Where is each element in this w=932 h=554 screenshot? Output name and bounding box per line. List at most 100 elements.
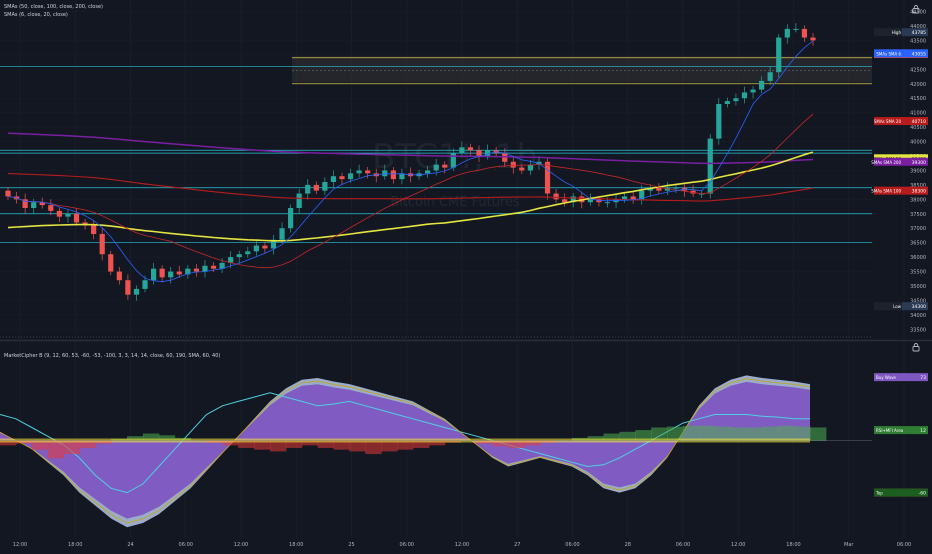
- wave-trend-area[interactable]: [0, 381, 810, 519]
- candle[interactable]: [168, 266, 174, 284]
- candle-body[interactable]: [202, 265, 208, 272]
- candle-body[interactable]: [519, 167, 525, 171]
- candle-body[interactable]: [245, 251, 251, 255]
- candle-body[interactable]: [22, 199, 28, 208]
- candle-body[interactable]: [776, 37, 782, 73]
- candle-body[interactable]: [5, 190, 11, 197]
- candle[interactable]: [288, 204, 294, 233]
- wave-trend-area-outer[interactable]: [0, 375, 810, 528]
- candle-body[interactable]: [65, 213, 71, 217]
- candle-body[interactable]: [185, 268, 191, 275]
- candle[interactable]: [724, 97, 730, 108]
- candle-body[interactable]: [673, 187, 679, 189]
- candle[interactable]: [621, 192, 628, 203]
- candle[interactable]: [801, 25, 808, 42]
- price-label[interactable]: Low 34300: [874, 302, 928, 311]
- candle-body[interactable]: [784, 28, 790, 38]
- candle-body[interactable]: [639, 190, 645, 200]
- candle-body[interactable]: [604, 202, 611, 204]
- sma-legend-2[interactable]: SMAs (6, close, 20, close): [4, 12, 68, 18]
- candle[interactable]: [399, 168, 405, 185]
- candle[interactable]: [193, 264, 200, 277]
- candle-body[interactable]: [73, 213, 80, 223]
- oscillator-pane[interactable]: [0, 375, 872, 528]
- candle-body[interactable]: [39, 202, 45, 206]
- candle-body[interactable]: [322, 182, 328, 191]
- candle-body[interactable]: [356, 170, 362, 174]
- candle-body[interactable]: [733, 98, 739, 102]
- candle-body[interactable]: [707, 138, 713, 194]
- candle[interactable]: [347, 168, 354, 183]
- candle[interactable]: [750, 86, 756, 99]
- time-axis[interactable]: 12:00 18:00 24 06:00 12:00 18:00 25 06:00 12:00 2…: [13, 542, 911, 548]
- candle-body[interactable]: [108, 254, 114, 272]
- price-label[interactable]: SMAs SMA 20 40710: [874, 117, 928, 126]
- sma-6-line[interactable]: [7, 40, 814, 283]
- candle[interactable]: [365, 166, 371, 179]
- moving-averages[interactable]: [7, 40, 814, 283]
- candle[interactable]: [733, 93, 739, 106]
- candle[interactable]: [810, 32, 816, 46]
- candle[interactable]: [73, 208, 80, 226]
- candle[interactable]: [776, 34, 782, 78]
- candle-body[interactable]: [621, 196, 628, 200]
- candle[interactable]: [108, 250, 114, 276]
- candle[interactable]: [767, 66, 773, 86]
- candle-body[interactable]: [48, 205, 54, 211]
- candle[interactable]: [793, 23, 799, 33]
- candle-body[interactable]: [724, 101, 730, 104]
- candle[interactable]: [99, 228, 105, 261]
- candle-body[interactable]: [570, 196, 576, 203]
- candle-body[interactable]: [228, 257, 234, 263]
- candle[interactable]: [467, 143, 474, 156]
- candle-body[interactable]: [510, 161, 516, 168]
- candle-body[interactable]: [587, 199, 593, 203]
- candle-body[interactable]: [664, 187, 671, 191]
- candle[interactable]: [91, 220, 97, 240]
- price-label[interactable]: SMAs SMA 100 38300: [871, 186, 928, 195]
- candle[interactable]: [185, 265, 191, 279]
- candle[interactable]: [716, 98, 722, 145]
- candle[interactable]: [476, 145, 482, 163]
- oscillator-legend[interactable]: MarketCipher B (9, 12, 60, 53, -60, -53,…: [4, 353, 221, 359]
- candle-body[interactable]: [793, 28, 799, 30]
- candle-body[interactable]: [339, 176, 345, 180]
- candle[interactable]: [262, 242, 268, 254]
- candle[interactable]: [382, 164, 388, 180]
- candle[interactable]: [245, 246, 251, 258]
- candle-body[interactable]: [365, 170, 371, 174]
- candle[interactable]: [236, 250, 242, 264]
- candle-body[interactable]: [459, 147, 465, 154]
- candle-body[interactable]: [31, 202, 37, 208]
- price-label[interactable]: SMAs SMA 200 39300: [871, 157, 928, 166]
- candle-body[interactable]: [253, 245, 259, 252]
- candle-body[interactable]: [262, 245, 268, 249]
- price-axis[interactable]: 4450044000435004300042500420004150041000…: [910, 10, 926, 334]
- candle[interactable]: [313, 181, 319, 195]
- candle-body[interactable]: [99, 234, 105, 255]
- candle-body[interactable]: [613, 199, 619, 203]
- candle[interactable]: [519, 164, 525, 174]
- candle[interactable]: [305, 179, 311, 200]
- candle[interactable]: [707, 134, 713, 199]
- candle-body[interactable]: [476, 150, 482, 156]
- candle-body[interactable]: [210, 265, 217, 269]
- lock-icon[interactable]: [911, 342, 921, 352]
- candle[interactable]: [253, 239, 259, 256]
- candle[interactable]: [133, 285, 140, 301]
- candle[interactable]: [56, 207, 62, 222]
- candle[interactable]: [39, 197, 45, 209]
- candle[interactable]: [48, 199, 54, 216]
- candle-body[interactable]: [150, 268, 157, 281]
- candle[interactable]: [356, 164, 362, 178]
- candle[interactable]: [570, 192, 576, 208]
- candle-body[interactable]: [596, 199, 602, 203]
- candle[interactable]: [630, 191, 636, 204]
- candle[interactable]: [176, 265, 182, 278]
- candle[interactable]: [65, 209, 71, 223]
- candle[interactable]: [759, 76, 765, 94]
- candle-body[interactable]: [193, 268, 200, 272]
